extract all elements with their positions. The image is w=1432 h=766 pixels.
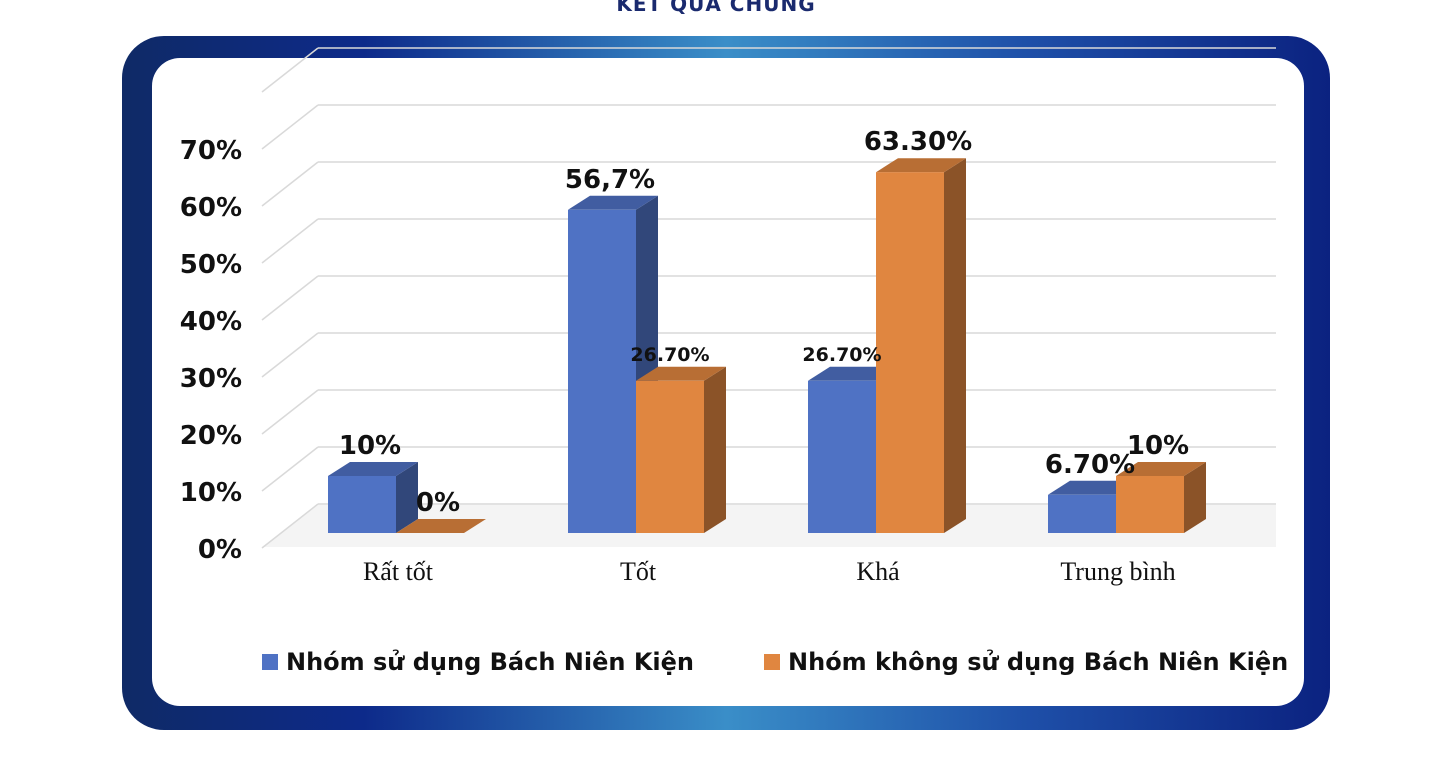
bar-top: [808, 366, 898, 381]
bar-top: [568, 195, 658, 210]
gridline-diagonal: [261, 503, 319, 549]
x-category-label: Tốt: [620, 557, 657, 586]
y-tick-label: 0%: [198, 535, 242, 565]
data-label: 10%: [339, 431, 401, 461]
bar-2-4: [1116, 462, 1206, 533]
bar-side: [1184, 462, 1206, 533]
bar-front: [636, 380, 704, 533]
data-labels: 10%0%56,7%26.70% 26.70%63.30%6.70%10%: [339, 127, 1189, 518]
gridline-diagonal: [261, 332, 319, 378]
data-label: 6.70%: [1045, 450, 1135, 480]
data-label: 26.70%: [630, 344, 709, 366]
gridline-diagonal: [261, 389, 319, 435]
bar-top: [636, 366, 726, 381]
bar-top: [396, 519, 486, 533]
bar-side: [704, 366, 726, 533]
legend-swatch-series-2: [764, 654, 781, 670]
bar-front: [328, 476, 396, 533]
y-tick-label: 40%: [180, 307, 242, 337]
y-tick-label: 30%: [180, 364, 242, 394]
chart-floor: [262, 505, 1276, 547]
bar-front: [1048, 494, 1116, 533]
y-axis-ticks: 0% 10% 20% 30% 40% 50% 60% 70%: [180, 136, 242, 565]
y-tick-label: 10%: [180, 478, 242, 508]
x-axis-categories: Rất tốt Tốt Khá Trung bình: [363, 557, 1176, 586]
y-tick-label: 50%: [180, 250, 242, 280]
legend-item-series-2: Nhóm không sử dụng Bách Niên Kiện: [764, 648, 1288, 676]
y-tick-label: 70%: [180, 136, 242, 166]
legend: Nhóm sử dụng Bách Niên Kiện Nhóm không s…: [262, 648, 1358, 676]
gridline-diagonal: [261, 104, 319, 150]
bar-2-1: [396, 519, 486, 533]
gridline-diagonal: [261, 446, 319, 492]
gridline-diagonal: [261, 47, 319, 93]
data-label: 26.70%: [802, 344, 881, 366]
bar-side: [396, 462, 418, 533]
legend-item-series-1: Nhóm sử dụng Bách Niên Kiện: [262, 648, 694, 676]
legend-label-series-1: Nhóm sử dụng Bách Niên Kiện: [286, 648, 695, 676]
bar-front: [876, 172, 944, 533]
bar-2-3: [876, 158, 966, 533]
bars: [328, 158, 1206, 533]
legend-swatch-series-1: [262, 654, 278, 670]
x-category-label: Trung bình: [1060, 557, 1175, 586]
y-tick-label: 20%: [180, 421, 242, 451]
bar-top: [1048, 480, 1138, 495]
legend-label-series-2: Nhóm không sử dụng Bách Niên Kiện: [788, 648, 1289, 676]
data-label: 10%: [1127, 431, 1189, 461]
bar-front: [808, 380, 876, 533]
bar-1-1: [328, 462, 418, 533]
data-label: 56,7%: [565, 165, 655, 195]
x-category-label: Rất tốt: [363, 557, 434, 586]
bar-top: [876, 158, 966, 173]
bar-front: [568, 209, 636, 533]
bar-side: [944, 158, 966, 533]
gridline-diagonal: [261, 275, 319, 321]
bar-2-2: [636, 366, 726, 533]
chart-title: KẾT QUẢ CHUNG: [616, 0, 816, 16]
bar-front: [1116, 476, 1184, 533]
data-label: 63.30%: [864, 127, 972, 157]
y-tick-label: 60%: [180, 193, 242, 223]
x-category-label: Khá: [856, 557, 900, 586]
chart-card: [152, 58, 1304, 706]
bar-top: [1116, 462, 1206, 476]
data-label: 0%: [416, 488, 460, 518]
bar-top: [328, 462, 418, 476]
gridline-diagonal: [261, 218, 319, 264]
gridline-diagonal: [261, 161, 319, 207]
